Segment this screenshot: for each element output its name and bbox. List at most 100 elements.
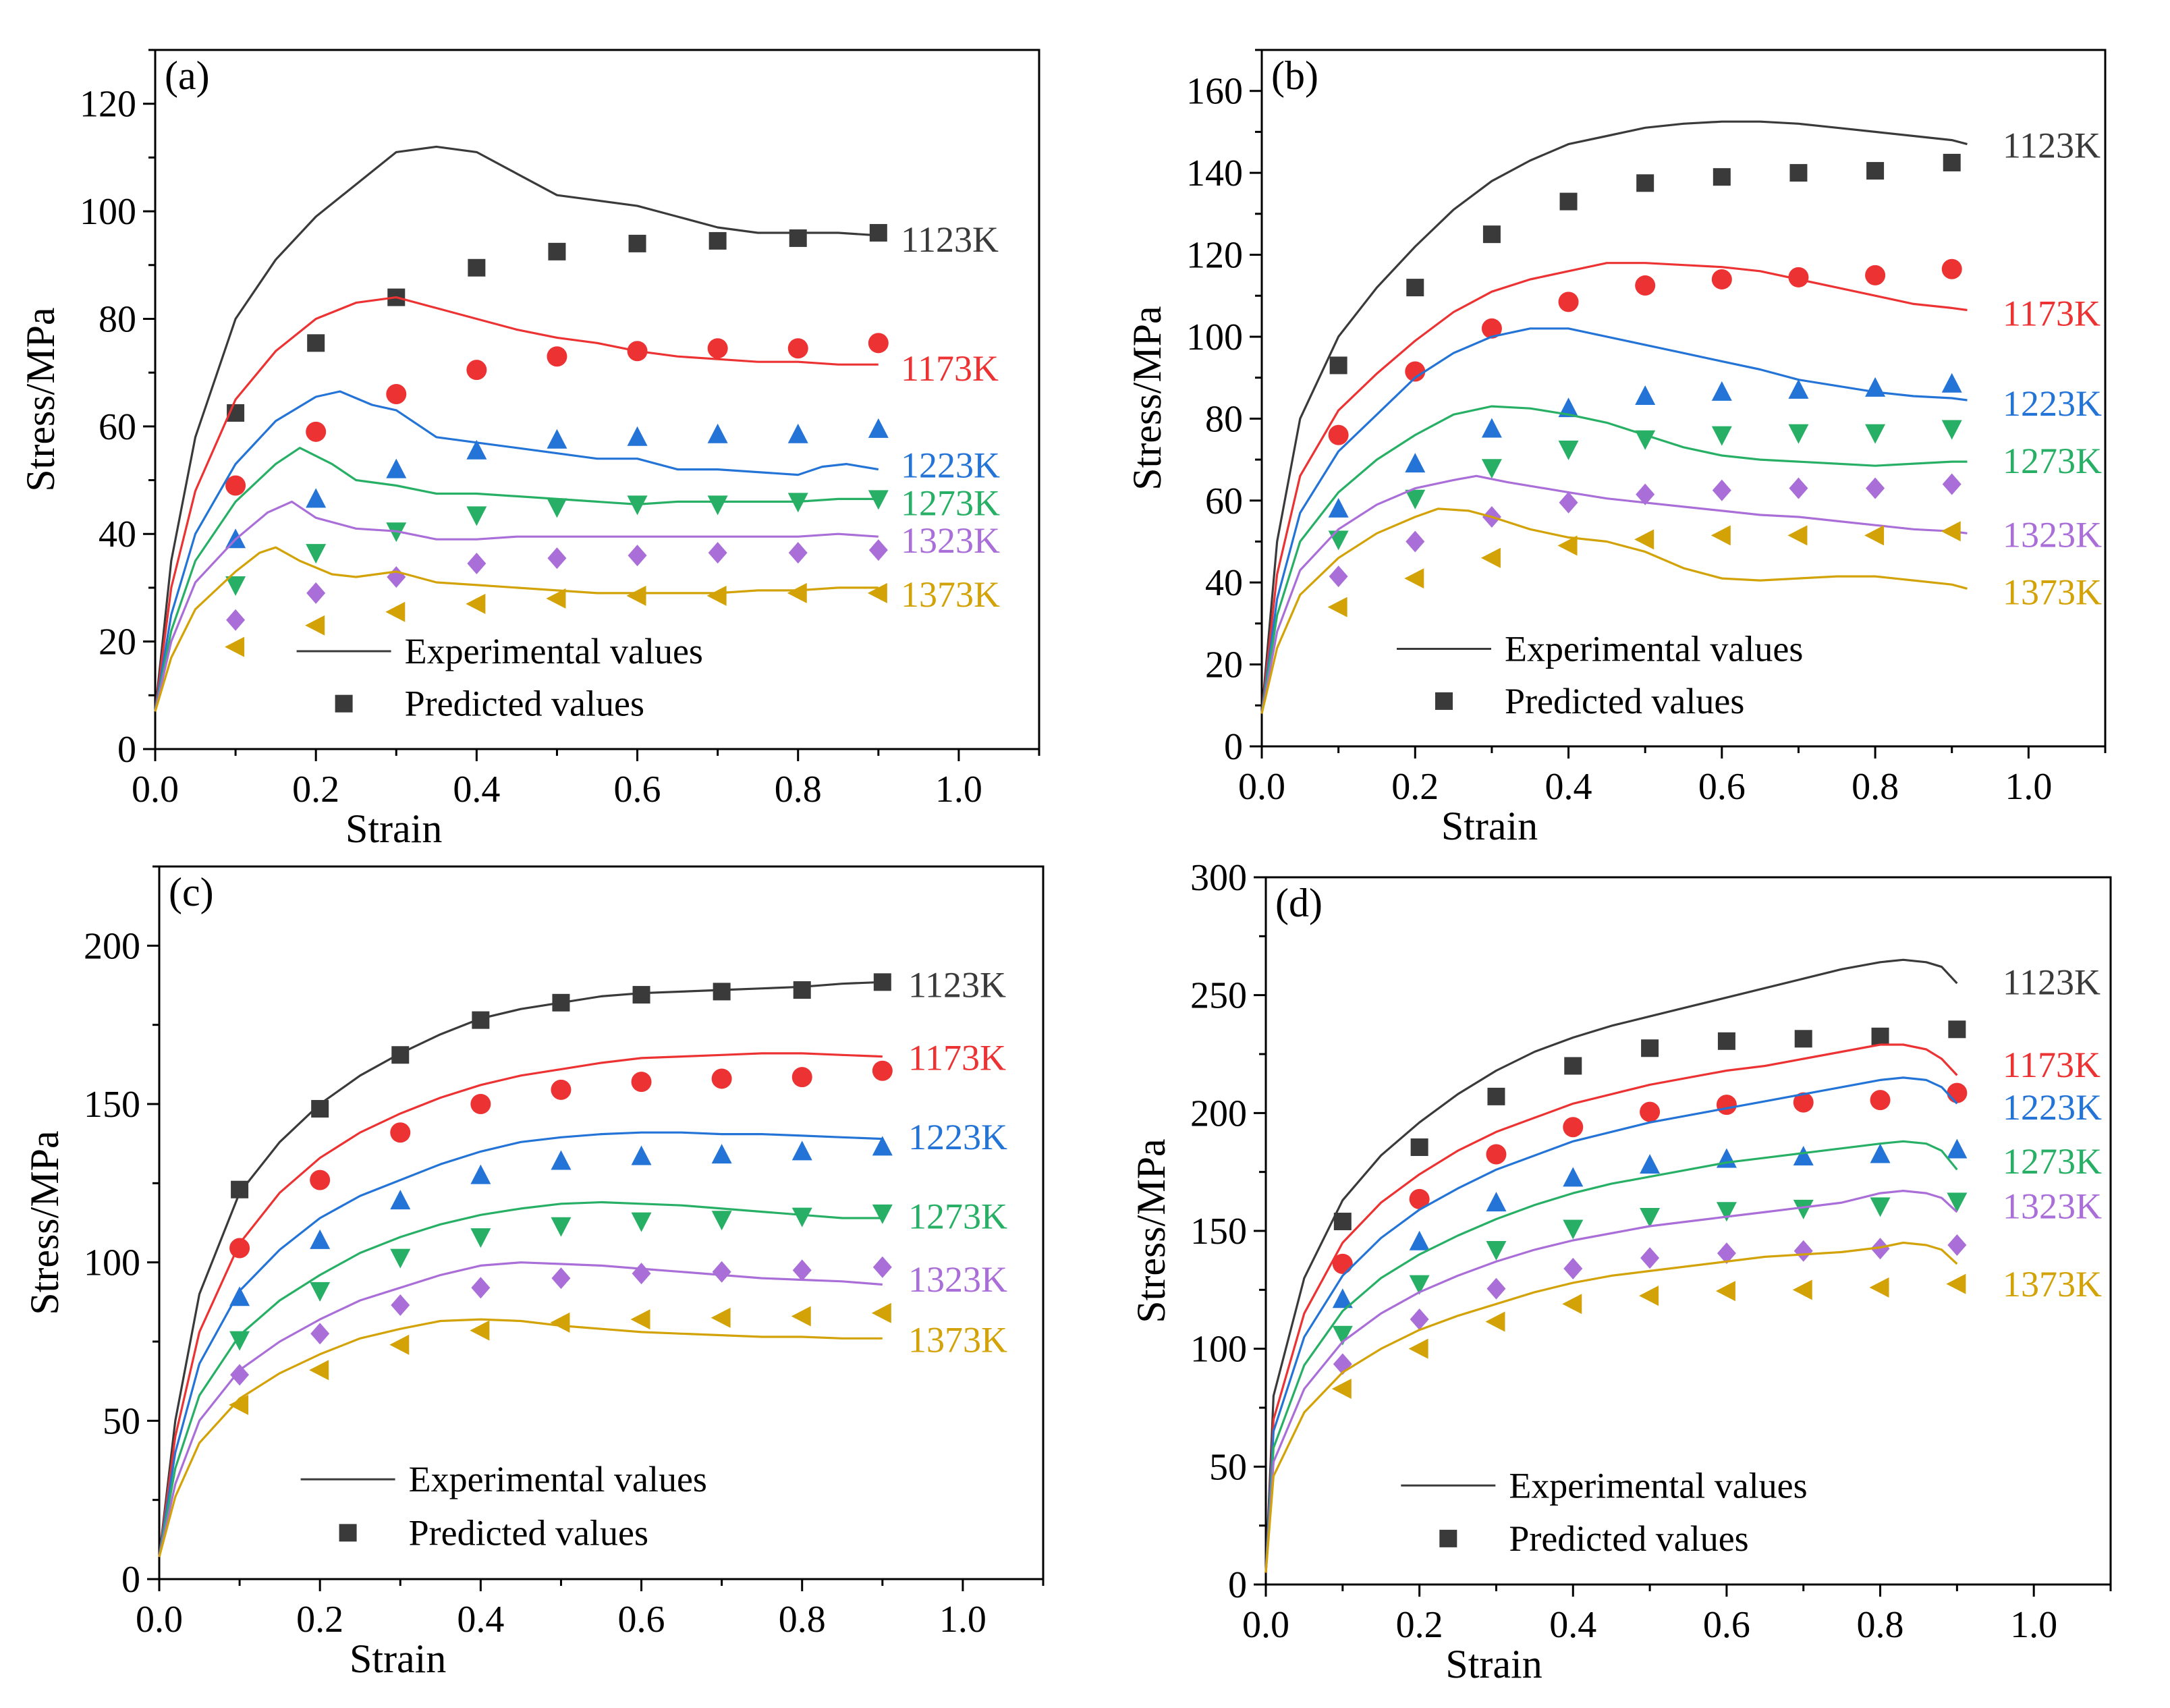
chart-a-y-tick-label: 60 [99,406,136,448]
chart-c-predicted-point-1223K [229,1286,250,1306]
chart-c-predicted-point-1373K [791,1306,811,1327]
chart-b-predicted-point-1173K [1788,267,1809,287]
chart-c-predicted-point-1173K [229,1238,250,1259]
chart-a-predicted-point-1273K [707,495,728,516]
chart-c-predicted-point-1273K [310,1282,331,1302]
chart-b-predicted-point-1273K [1635,430,1656,450]
chart-b-predicted-point-1223K [1635,385,1656,405]
chart-b-predicted-point-1323K [1942,473,1962,495]
chart-d-y-axis-title: Stress/MPa [1129,1138,1173,1323]
chart-a-predicted-point-1123K [628,234,646,252]
chart-d-predicted-point-1123K [1871,1027,1889,1045]
chart-a-experimental-line-1223K [154,390,879,712]
chart-d-series-1273K: 1273K [1264,1140,2102,1573]
chart-b-y-tick-label: 40 [1205,562,1243,604]
chart-d-experimental-line-1223K [1264,1076,1958,1573]
chart-c-series-1323K: 1323K [158,1256,1007,1558]
chart-d-experimental-line-1273K [1264,1140,1958,1573]
chart-c-y-tick-label: 150 [84,1084,140,1126]
chart-b-predicted-point-1373K [1557,535,1578,556]
chart-a-predicted-point-1173K [386,384,407,405]
chart-a-series-1373K: 1373K [154,546,1000,712]
chart-c-x-axis-title: Strain [350,1636,446,1681]
chart-b-y-tick-label: 0 [1224,726,1243,768]
chart-d-predicted-point-1223K [1563,1167,1584,1187]
chart-b-x-tick-label: 0.0 [1238,766,1285,808]
chart-a-y-tick-label: 80 [99,298,136,340]
chart-b: 0.0 0.2 0.4 0.6 0.8 1.0 0 20 40 60 80 100 120 140 160 S… [1125,49,2107,848]
chart-b-predicted-point-1273K [1865,424,1886,444]
chart-b-predicted-point-1273K [1711,426,1732,446]
chart-c-x-tick-label: 1.0 [939,1599,986,1641]
chart-d-series-label-1173K: 1173K [2003,1045,2101,1085]
chart-b-predicted-point-1223K [1788,379,1809,399]
chart-a-predicted-point-1273K [868,490,889,510]
chart-c-predicted-point-1173K [390,1122,411,1143]
chart-d-predicted-point-1173K [1793,1092,1814,1113]
chart-d-predicted-point-1123K [1948,1020,1966,1039]
chart-b-predicted-point-1323K [1789,477,1808,499]
chart-a-series-label-1173K: 1173K [901,348,999,389]
chart-c-predicted-point-1323K [391,1294,410,1317]
chart-d-experimental-line-1323K [1264,1190,1958,1573]
chart-a-predicted-point-1373K [305,615,325,636]
chart-b-predicted-point-1173K [1711,269,1732,290]
chart-c-predicted-point-1123K [472,1011,490,1029]
chart-b-predicted-point-1173K [1941,258,1962,279]
chart-c-predicted-point-1373K [550,1312,570,1333]
chart-c-experimental-line-1373K [158,1318,883,1558]
chart-a-predicted-point-1373K [626,585,646,606]
chart-c-predicted-point-1323K [792,1259,812,1282]
chart-b-predicted-point-1323K [1329,566,1348,588]
chart-a-y-tick-label: 120 [80,84,136,126]
chart-b-series-1323K: 1323K [1260,473,2102,714]
chart-b-predicted-point-1123K [1329,356,1347,375]
chart-a-predicted-point-1173K [787,338,808,359]
chart-d-x-tick-label: 0.4 [1549,1604,1596,1646]
chart-c-legend-marker-swatch [339,1524,357,1542]
chart-a-legend-marker-swatch [335,694,353,713]
chart-c-series-1223K: 1223K [158,1117,1007,1558]
chart-c-predicted-point-1223K [791,1140,812,1161]
chart-b-predicted-point-1223K [1328,497,1349,518]
chart-b-predicted-point-1323K [1559,491,1578,514]
chart-b-predicted-point-1123K [1406,279,1424,297]
chart-b-predicted-point-1123K [1636,174,1654,192]
chart-d-predicted-point-1173K [1716,1095,1737,1115]
chart-b-plot-frame [1260,49,2107,748]
chart-b-predicted-point-1223K [1711,381,1732,401]
chart-b-predicted-point-1223K [1405,453,1426,473]
chart-b-predicted-point-1373K [1710,525,1731,546]
chart-d-experimental-line-1173K [1264,1043,1958,1573]
chart-c-predicted-point-1273K [791,1207,812,1228]
chart-b-predicted-point-1123K [1789,164,1808,182]
chart-d-series-label-1273K: 1273K [2003,1141,2102,1182]
chart-d-predicted-point-1373K [1869,1277,1889,1298]
chart-a-predicted-point-1273K [787,493,808,513]
chart-a-predicted-point-1123K [708,231,727,250]
chart-b-predicted-point-1173K [1635,275,1656,296]
chart-d-x-axis-title: Strain [1445,1642,1542,1686]
chart-c-predicted-point-1123K [552,993,570,1012]
chart-b-predicted-point-1273K [1405,489,1426,509]
chart-a-predicted-point-1123K [789,229,807,247]
chart-a-predicted-point-1323K [467,553,486,575]
chart-c-predicted-point-1323K [230,1364,250,1386]
chart-d-predicted-point-1223K [1486,1192,1507,1212]
chart-d-series-label-1123K: 1123K [2003,962,2101,1003]
chart-b-x-tick-label: 0.2 [1391,766,1439,808]
chart-c-experimental-line-1173K [158,1052,883,1558]
chart-b-y-tick-label: 120 [1186,235,1243,277]
chart-c-predicted-point-1373K [711,1307,731,1328]
chart-b-predicted-point-1373K [1327,597,1347,617]
chart-a-x-axis-title: Strain [345,806,442,851]
chart-a-predicted-point-1223K [707,423,728,443]
chart-a-y-tick-label: 40 [99,514,136,555]
chart-d-y-tick-label: 0 [1228,1564,1247,1606]
chart-a-y-tick-label: 100 [80,191,136,233]
chart-c-predicted-point-1373K [630,1309,650,1330]
chart-d-predicted-point-1173K [1947,1082,1968,1103]
chart-d-predicted-point-1123K [1333,1213,1352,1231]
chart-a-predicted-point-1173K [627,341,648,362]
